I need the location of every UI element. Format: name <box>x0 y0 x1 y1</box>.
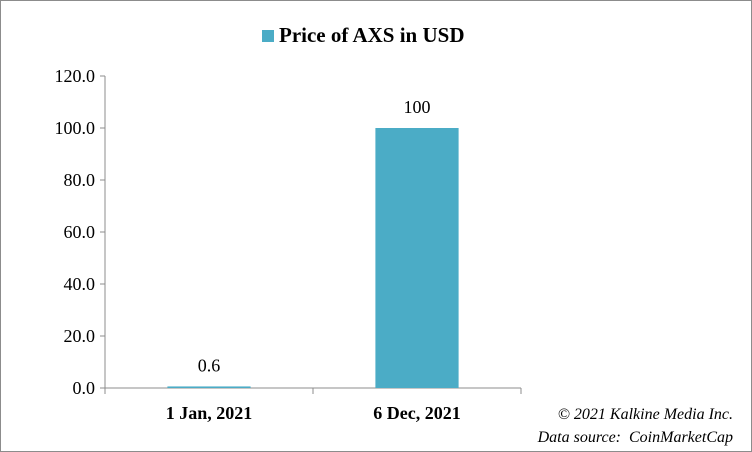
x-category-label: 1 Jan, 2021 <box>166 403 253 423</box>
legend-label: Price of AXS in USD <box>279 23 465 47</box>
y-ticks: 0.0 20.0 40.0 60.0 80.0 100.0 120.0 <box>55 66 105 398</box>
x-labels: 1 Jan, 2021 6 Dec, 2021 <box>166 403 461 423</box>
copyright-text: © 2021 Kalkine Media Inc. <box>558 406 733 423</box>
y-tick-label: 0.0 <box>73 378 96 398</box>
data-labels: 0.6 100 <box>198 97 431 375</box>
y-tick-label: 60.0 <box>64 222 96 242</box>
x-category-label: 6 Dec, 2021 <box>373 403 460 423</box>
bar <box>375 128 459 388</box>
legend-swatch <box>262 30 274 42</box>
data-source-text: Data source: CoinMarketCap <box>537 429 733 446</box>
bar <box>167 386 251 388</box>
bar-data-label: 100 <box>404 97 431 117</box>
y-tick-label: 20.0 <box>64 326 96 346</box>
legend: Price of AXS in USD <box>262 23 465 47</box>
bar-data-label: 0.6 <box>198 355 221 375</box>
x-ticks <box>104 388 522 394</box>
bars <box>167 128 459 388</box>
y-tick-label: 40.0 <box>64 274 96 294</box>
y-tick-label: 100.0 <box>55 118 96 138</box>
y-tick-label: 120.0 <box>55 66 96 86</box>
y-tick-label: 80.0 <box>64 170 96 190</box>
